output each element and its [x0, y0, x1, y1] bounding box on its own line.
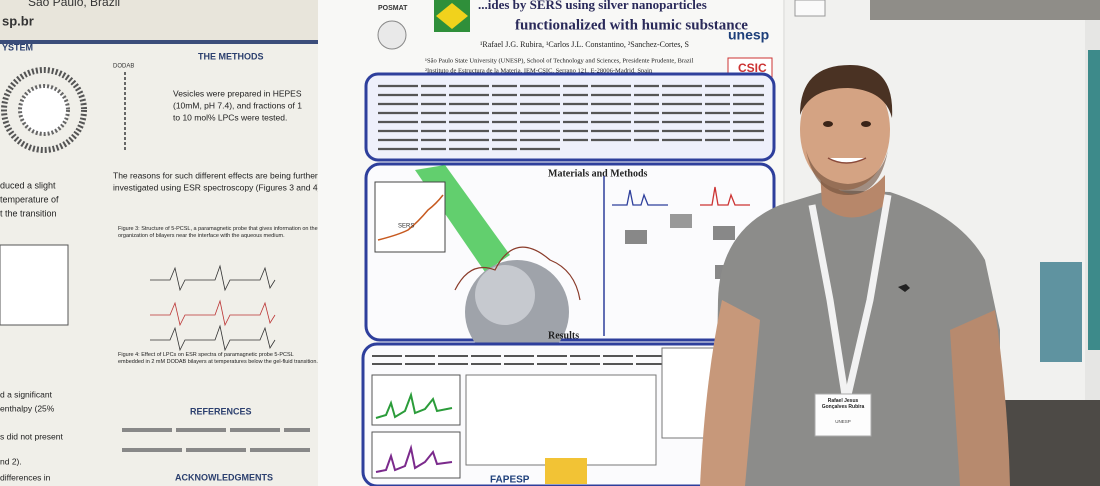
- eye: [861, 121, 871, 127]
- left-poster: [0, 0, 318, 486]
- caption-box: Figure 4: Effect of LPCs on ESR spectra …: [118, 352, 318, 365]
- left-header: São Paulo, Brazil: [28, 0, 120, 9]
- badge-institution: UNESP: [835, 419, 851, 424]
- label-tag: [794, 0, 826, 17]
- section-heading: ACKNOWLEDGMENTS: [175, 472, 273, 482]
- esr-spectra: [150, 264, 276, 352]
- spain-flag: [545, 458, 587, 484]
- brazil-flag-diamond: [436, 3, 468, 29]
- body-fragment: temperature of: [0, 194, 59, 204]
- affiliation: ²Instituto de Estructura de la Materia, …: [425, 67, 653, 74]
- lanyard: [808, 204, 849, 396]
- logo-text: POSMAT: [378, 5, 408, 12]
- neck: [820, 170, 885, 218]
- board-frame: [870, 0, 1100, 20]
- body-text: (10mM, pH 7.4), and fractions of 1: [173, 100, 302, 110]
- logo-text: unesp: [728, 27, 769, 43]
- hair: [800, 65, 893, 118]
- section-heading: YSTEM: [2, 42, 33, 52]
- spectrum: [375, 391, 453, 419]
- abstract-text: [378, 84, 764, 151]
- section-heading: Materials and Methods: [548, 168, 648, 179]
- sample-icon: [713, 226, 735, 240]
- poster-title: functionalized with humic substance: [515, 17, 748, 33]
- figure-caption: Figure 3: Structure of 5-PCSL, a paramag…: [118, 226, 318, 239]
- poster-title: ...ides by SERS using silver nanoparticl…: [478, 0, 707, 12]
- eye: [823, 121, 833, 127]
- shirt: [715, 190, 1000, 486]
- section-heading: Results: [548, 330, 579, 341]
- logo-text: CSIC: [738, 61, 767, 75]
- body-fragment: differences in: [0, 472, 51, 482]
- spectrum: [377, 194, 444, 241]
- vesicle-diagram: [1, 67, 87, 153]
- result-plot: [371, 374, 461, 426]
- shirt-logo: [898, 284, 910, 292]
- body-text: The reasons for such different effects a…: [113, 170, 318, 180]
- name-badge: [814, 393, 872, 437]
- nanoparticle-highlight: [475, 265, 535, 325]
- spectrum: [375, 444, 453, 473]
- spectrum-plot: [374, 181, 446, 253]
- badge-name: Rafael Jesus Gonçalves Rubira: [821, 398, 865, 410]
- face: [800, 70, 890, 190]
- body-fragment: duced a slight: [0, 180, 56, 190]
- section-heading: THE METHODS: [198, 51, 264, 61]
- logo-text: FAPESP: [490, 475, 530, 486]
- section-heading: REFERENCES: [190, 406, 252, 416]
- distant-poster: [1040, 262, 1082, 362]
- left-poster-header: [0, 0, 318, 42]
- logo: [377, 20, 407, 50]
- spectrum: [150, 264, 276, 292]
- left-poster-rule: [0, 40, 318, 44]
- body-text: Vesicles were prepared in HEPES: [173, 88, 302, 98]
- spectrum: [150, 324, 276, 352]
- left-url: sp.br: [2, 13, 34, 28]
- beard: [806, 150, 888, 195]
- diagram-label: DODAB: [113, 64, 134, 70]
- body-fragment: enthalpy (25%: [0, 403, 55, 413]
- spectrum: [612, 189, 668, 206]
- authors: ¹Rafael J.G. Rubira, ¹Carlos J.L. Consta…: [480, 40, 689, 49]
- right-arm: [950, 310, 1010, 486]
- plot-label: SERS: [398, 224, 414, 230]
- body-text: investigated using ESR spectroscopy (Fig…: [113, 182, 323, 192]
- body-fragment: t the transition: [0, 208, 57, 218]
- distant-poster-edge: [1088, 50, 1100, 350]
- body-text: to 10 mol% LPCs were tested.: [173, 112, 287, 122]
- molecules: [454, 246, 581, 301]
- sample-icon: [670, 214, 692, 228]
- body-fragment: nd 2).: [0, 456, 22, 466]
- affiliation: ¹São Paulo State University (UNESP), Sch…: [425, 57, 694, 64]
- smile: [827, 157, 867, 164]
- spectrum: [700, 186, 750, 206]
- badge-text-box: Rafael Jesus Gonçalves Rubira: [821, 398, 865, 410]
- body-fragment: d a significant: [0, 389, 53, 399]
- caption-box: Figure 3: Structure of 5-PCSL, a paramag…: [118, 226, 318, 239]
- body-fragment: s did not present: [0, 431, 63, 441]
- vesicle-core: [18, 84, 70, 136]
- figure-panel: [0, 244, 69, 326]
- figure-caption: Figure 4: Effect of LPCs on ESR spectra …: [118, 352, 318, 365]
- spectrum: [150, 299, 276, 327]
- sample-icon: [625, 230, 647, 244]
- result-plot: [465, 374, 657, 466]
- left-arm: [700, 300, 760, 486]
- lanyard: [844, 194, 892, 396]
